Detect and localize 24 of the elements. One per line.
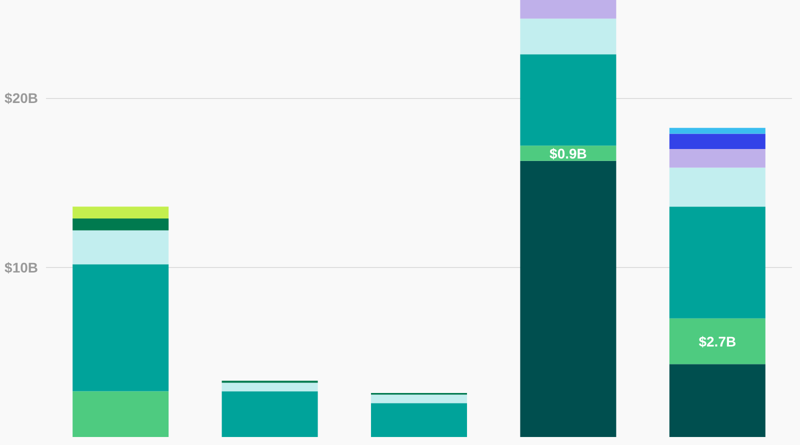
bar xyxy=(669,128,766,134)
y-tick-label: $10B xyxy=(4,260,38,276)
bar xyxy=(72,206,169,218)
data-label: $0.9B xyxy=(550,145,587,162)
data-label: $2.7B xyxy=(698,333,736,350)
bar xyxy=(222,391,318,437)
bar xyxy=(669,206,766,318)
bar xyxy=(72,218,169,230)
bar xyxy=(520,18,616,54)
bar xyxy=(520,54,616,146)
bar xyxy=(520,0,616,19)
bar xyxy=(222,382,318,392)
bar xyxy=(72,264,169,392)
bar xyxy=(669,364,766,437)
y-tick-label: $20B xyxy=(4,90,38,106)
bar xyxy=(669,149,766,168)
bar xyxy=(669,318,766,364)
bar xyxy=(669,168,766,207)
bar xyxy=(371,394,467,404)
bar xyxy=(72,230,169,264)
bar xyxy=(72,391,169,437)
bar xyxy=(371,403,467,437)
bar xyxy=(669,134,766,150)
bar xyxy=(520,160,616,437)
